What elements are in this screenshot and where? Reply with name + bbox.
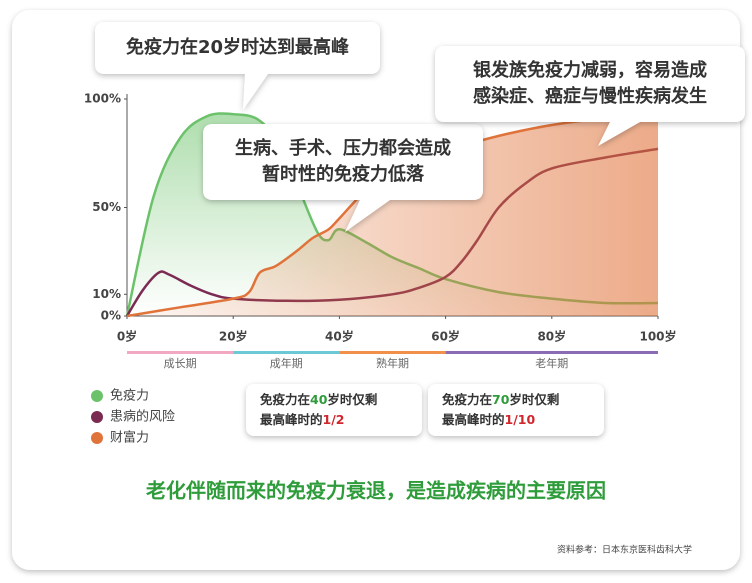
x-tick-label: 0岁	[117, 329, 137, 344]
note-text: 免疫力在	[260, 392, 310, 407]
note-text: 最高峰时的	[260, 412, 323, 427]
legend-swatch	[91, 390, 103, 402]
callout: 免疫力在20岁时达到最高峰	[95, 22, 380, 110]
note-text: 70	[492, 392, 510, 407]
note-line: 免疫力在40岁时仅剩	[260, 392, 377, 407]
series-area	[127, 116, 658, 316]
note-text: 岁时仅剩	[327, 392, 377, 407]
legend-swatch	[91, 411, 103, 423]
note-text: 1/10	[505, 412, 536, 427]
stage-bar	[339, 351, 446, 354]
callout-box	[435, 46, 745, 146]
note-text: 岁时仅剩	[509, 392, 559, 407]
stage-label: 熟年期	[376, 356, 409, 370]
callout-box	[95, 22, 380, 110]
callout-box	[203, 124, 483, 232]
stage-label: 老年期	[535, 356, 568, 370]
y-tick-label: 0%	[101, 309, 121, 323]
stage-label: 成长期	[164, 357, 197, 370]
callout-text: 暂时性的免疫力低落	[262, 163, 425, 185]
x-tick-label: 80岁	[537, 329, 566, 344]
callout-text: 免疫力在20岁时达到最高峰	[126, 36, 350, 58]
note-text: 40	[310, 392, 328, 407]
note-line: 最高峰时的1/2	[260, 412, 344, 427]
note-line: 免疫力在70岁时仅剩	[442, 392, 559, 407]
legend-label: 财富力	[110, 430, 149, 446]
note-box	[246, 384, 422, 436]
note-text: 免疫力在	[442, 392, 492, 407]
note-box	[428, 384, 604, 436]
x-tick-label: 40岁	[325, 329, 354, 344]
caption: 老化伴随而来的免疫力衰退，是造成疾病的主要原因	[146, 479, 606, 503]
stage-bar	[127, 351, 234, 354]
x-tick-label: 100岁	[639, 329, 676, 344]
series-line	[126, 115, 659, 318]
callout-text: 感染症、癌症与慢性疾病发生	[473, 85, 707, 107]
y-tick-label: 100%	[84, 92, 121, 106]
stage-bar	[233, 351, 340, 354]
note-text: 最高峰时的	[442, 412, 505, 427]
source: 资料参考：日本东京医科齿科大学	[557, 544, 692, 556]
stage-bar	[445, 351, 658, 354]
note-line: 最高峰时的1/10	[442, 412, 535, 427]
legend-label: 免疫力	[110, 388, 149, 404]
y-tick-label: 10%	[92, 287, 121, 301]
legend-label: 患病的风险	[110, 409, 175, 425]
legend-swatch	[91, 432, 103, 444]
x-tick-label: 20岁	[219, 329, 248, 344]
y-tick-label: 50%	[92, 200, 121, 214]
note-text: 1/2	[323, 412, 345, 427]
callout-text: 生病、手术、压力都会造成	[235, 137, 451, 159]
callout-text: 银发族免疫力减弱，容易造成	[473, 59, 707, 81]
stage-label: 成年期	[270, 356, 303, 370]
x-tick-label: 60岁	[431, 329, 460, 344]
